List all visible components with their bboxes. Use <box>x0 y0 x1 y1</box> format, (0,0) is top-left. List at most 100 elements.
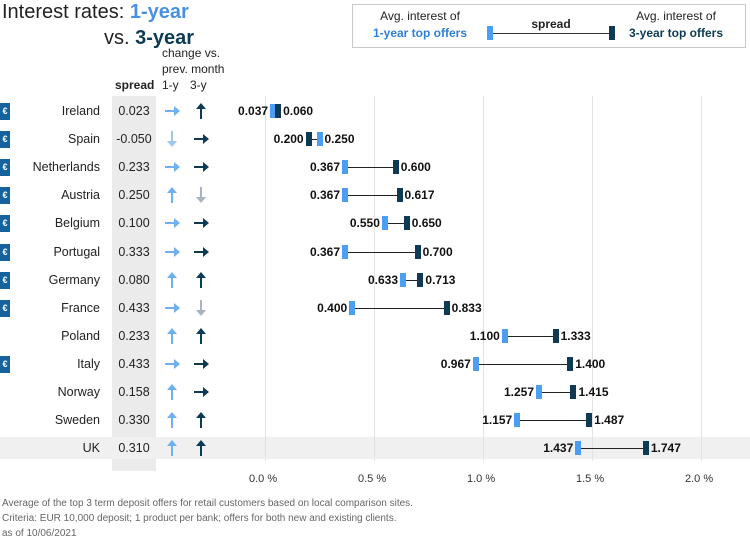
one-year-value-label: 0.037 <box>238 104 269 118</box>
change-3y-arrow-icon <box>196 187 206 204</box>
spread-line <box>539 392 574 393</box>
one-year-value-label: 0.367 <box>309 244 341 259</box>
spread-line <box>578 448 646 450</box>
spread-value: 0.080 <box>118 272 150 287</box>
table-row: € Belgium 0.100 0.550 0.650 <box>0 209 750 237</box>
change-3y-arrow-icon <box>194 246 209 257</box>
spread-line <box>402 279 421 281</box>
one-year-value-label: 0.400 <box>317 300 348 315</box>
title-prefix: Interest rates: <box>2 1 125 23</box>
change-1y-arrow-icon <box>165 218 180 229</box>
x-tick-label: 2.0 % <box>685 473 714 485</box>
three-year-value-label: 1.333 <box>560 328 591 343</box>
one-year-marker <box>575 441 582 456</box>
euro-badge-icon: € <box>0 215 10 233</box>
country-label: Ireland <box>61 104 100 118</box>
three-year-marker <box>275 104 282 118</box>
change-3y-arrow-icon <box>196 440 206 457</box>
spread-value: 0.250 <box>118 188 150 203</box>
gridline <box>701 96 702 461</box>
change-1y-arrow-icon <box>167 440 177 457</box>
spread-value: 0.233 <box>118 160 150 175</box>
title-3y: 3-year <box>135 27 195 49</box>
x-tick-label: 0.5 % <box>358 473 387 485</box>
three-year-marker <box>403 216 410 231</box>
three-year-value-label: 0.700 <box>422 244 453 259</box>
one-year-value-label: 1.100 <box>469 328 500 343</box>
header-1y: 1-y <box>162 78 179 92</box>
gridline <box>265 96 266 461</box>
three-year-marker <box>552 328 559 343</box>
chart-title-line1: Interest rates: 1-year <box>2 1 189 24</box>
one-year-marker <box>316 132 323 147</box>
spread-line <box>504 335 556 337</box>
header-3y: 3-y <box>190 78 207 92</box>
spread-value: 0.100 <box>118 216 150 231</box>
change-3y-arrow-icon <box>194 162 209 173</box>
euro-badge-icon: € <box>0 131 10 149</box>
chart-title-line2: vs. 3-year <box>104 27 194 50</box>
three-year-marker <box>396 188 403 203</box>
three-year-marker <box>570 385 577 399</box>
three-year-value-label: 1.487 <box>594 413 625 428</box>
spread-line <box>384 223 407 225</box>
change-1y-arrow-icon <box>167 412 177 429</box>
table-row: € Spain -0.050 0.200 0.250 <box>0 125 750 153</box>
legend-1y-line1: Avg. interest of <box>380 9 460 23</box>
header-change-line2: prev. month <box>162 62 225 76</box>
spread-value: 0.023 <box>118 104 150 118</box>
one-year-value-label: 0.550 <box>349 216 380 231</box>
title-1y: 1-year <box>129 1 189 23</box>
three-year-marker <box>305 132 312 147</box>
country-label: Italy <box>77 356 100 371</box>
country-label: Austria <box>61 188 100 203</box>
one-year-value-label: 1.257 <box>504 385 535 399</box>
three-year-value-label: 0.650 <box>411 216 442 231</box>
three-year-value-label: 0.833 <box>451 300 482 315</box>
spread-value: -0.050 <box>116 132 152 147</box>
country-label: Norway <box>57 385 100 399</box>
uk-row-highlight <box>0 437 750 459</box>
euro-badge-icon: € <box>0 355 10 373</box>
spread-line <box>475 363 571 365</box>
change-1y-arrow-icon <box>165 106 180 116</box>
one-year-marker <box>381 216 388 231</box>
gridline <box>592 96 593 461</box>
footnote-source: Average of the top 3 term deposit offers… <box>2 498 413 509</box>
change-3y-arrow-icon <box>196 103 206 119</box>
legend-1y-marker <box>487 26 493 40</box>
three-year-value-label: 0.200 <box>273 132 304 147</box>
country-label: Belgium <box>54 216 100 231</box>
spread-value: 0.310 <box>118 441 150 456</box>
spread-value: 0.330 <box>118 413 150 428</box>
table-row: € Portugal 0.333 0.367 0.700 <box>0 238 750 266</box>
legend-1y-text: Avg. interest of 1-year top offers <box>365 8 475 42</box>
change-3y-arrow-icon <box>194 218 209 229</box>
change-1y-arrow-icon <box>167 327 177 344</box>
three-year-marker <box>586 413 593 428</box>
spread-value: 0.158 <box>118 385 150 399</box>
change-1y-arrow-icon <box>165 162 180 173</box>
legend-spread-label: spread <box>531 17 571 31</box>
euro-badge-icon: € <box>0 159 10 177</box>
x-tick-label: 1.0 % <box>467 473 496 485</box>
one-year-marker <box>399 272 406 287</box>
country-label: France <box>61 300 100 315</box>
three-year-marker <box>392 160 399 175</box>
three-year-marker <box>417 272 424 287</box>
header-change-line1: change vs. <box>162 46 221 60</box>
table-row: UK 0.310 1.437 1.747 <box>0 434 750 462</box>
one-year-marker <box>514 413 521 428</box>
one-year-value-label: 1.437 <box>543 441 574 456</box>
table-row: € Italy 0.433 0.967 1.400 <box>0 350 750 378</box>
spread-line <box>352 307 447 309</box>
change-3y-arrow-icon <box>194 134 209 145</box>
country-label: UK <box>82 441 100 456</box>
one-year-marker <box>342 160 348 175</box>
title-vs: vs. <box>104 27 130 49</box>
one-year-value-label: 0.367 <box>309 160 341 175</box>
spread-line <box>345 195 400 197</box>
spread-value: 0.233 <box>118 328 150 343</box>
change-1y-arrow-icon <box>165 302 180 313</box>
change-3y-arrow-icon <box>196 327 206 344</box>
